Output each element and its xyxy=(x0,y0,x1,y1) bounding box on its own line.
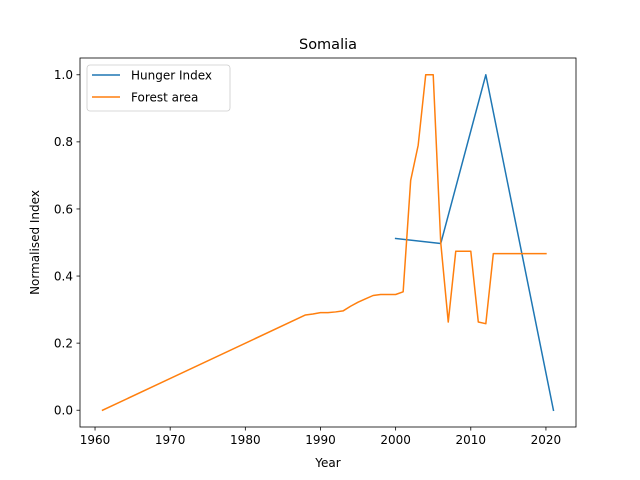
y-tick-label: 1.0 xyxy=(54,68,73,82)
y-tick-label: 0.6 xyxy=(54,202,73,216)
x-tick-label: 2020 xyxy=(531,433,562,447)
plot-frame xyxy=(79,57,577,428)
series-layer xyxy=(101,74,555,412)
y-tick-label: 0.8 xyxy=(54,135,73,149)
x-tick-label: 1960 xyxy=(80,433,111,447)
y-axis-label: Normalised Index xyxy=(28,190,42,295)
y-axis: 0.0 0.2 0.4 0.6 0.8 1.0 xyxy=(54,68,80,418)
y-tick-label: 0.4 xyxy=(54,269,73,283)
chart-title: Somalia xyxy=(299,37,357,53)
series-line-1 xyxy=(101,74,547,412)
y-tick-label: 0.2 xyxy=(54,336,73,350)
x-tick-label: 1990 xyxy=(305,433,336,447)
y-tick-label: 0.0 xyxy=(54,404,73,418)
legend-label-1: Forest area xyxy=(131,90,198,104)
x-axis: 1960 1970 1980 1990 2000 2010 2020 xyxy=(80,427,561,447)
x-tick-label: 1980 xyxy=(230,433,261,447)
legend-box xyxy=(86,64,231,112)
x-axis-label: Year xyxy=(314,456,340,470)
legend: Hunger Index Forest area xyxy=(86,64,231,112)
legend-label-0: Hunger Index xyxy=(131,68,212,82)
series-line-0 xyxy=(394,74,555,412)
x-tick-label: 2010 xyxy=(456,433,487,447)
x-tick-label: 2000 xyxy=(380,433,411,447)
x-tick-label: 1970 xyxy=(155,433,186,447)
